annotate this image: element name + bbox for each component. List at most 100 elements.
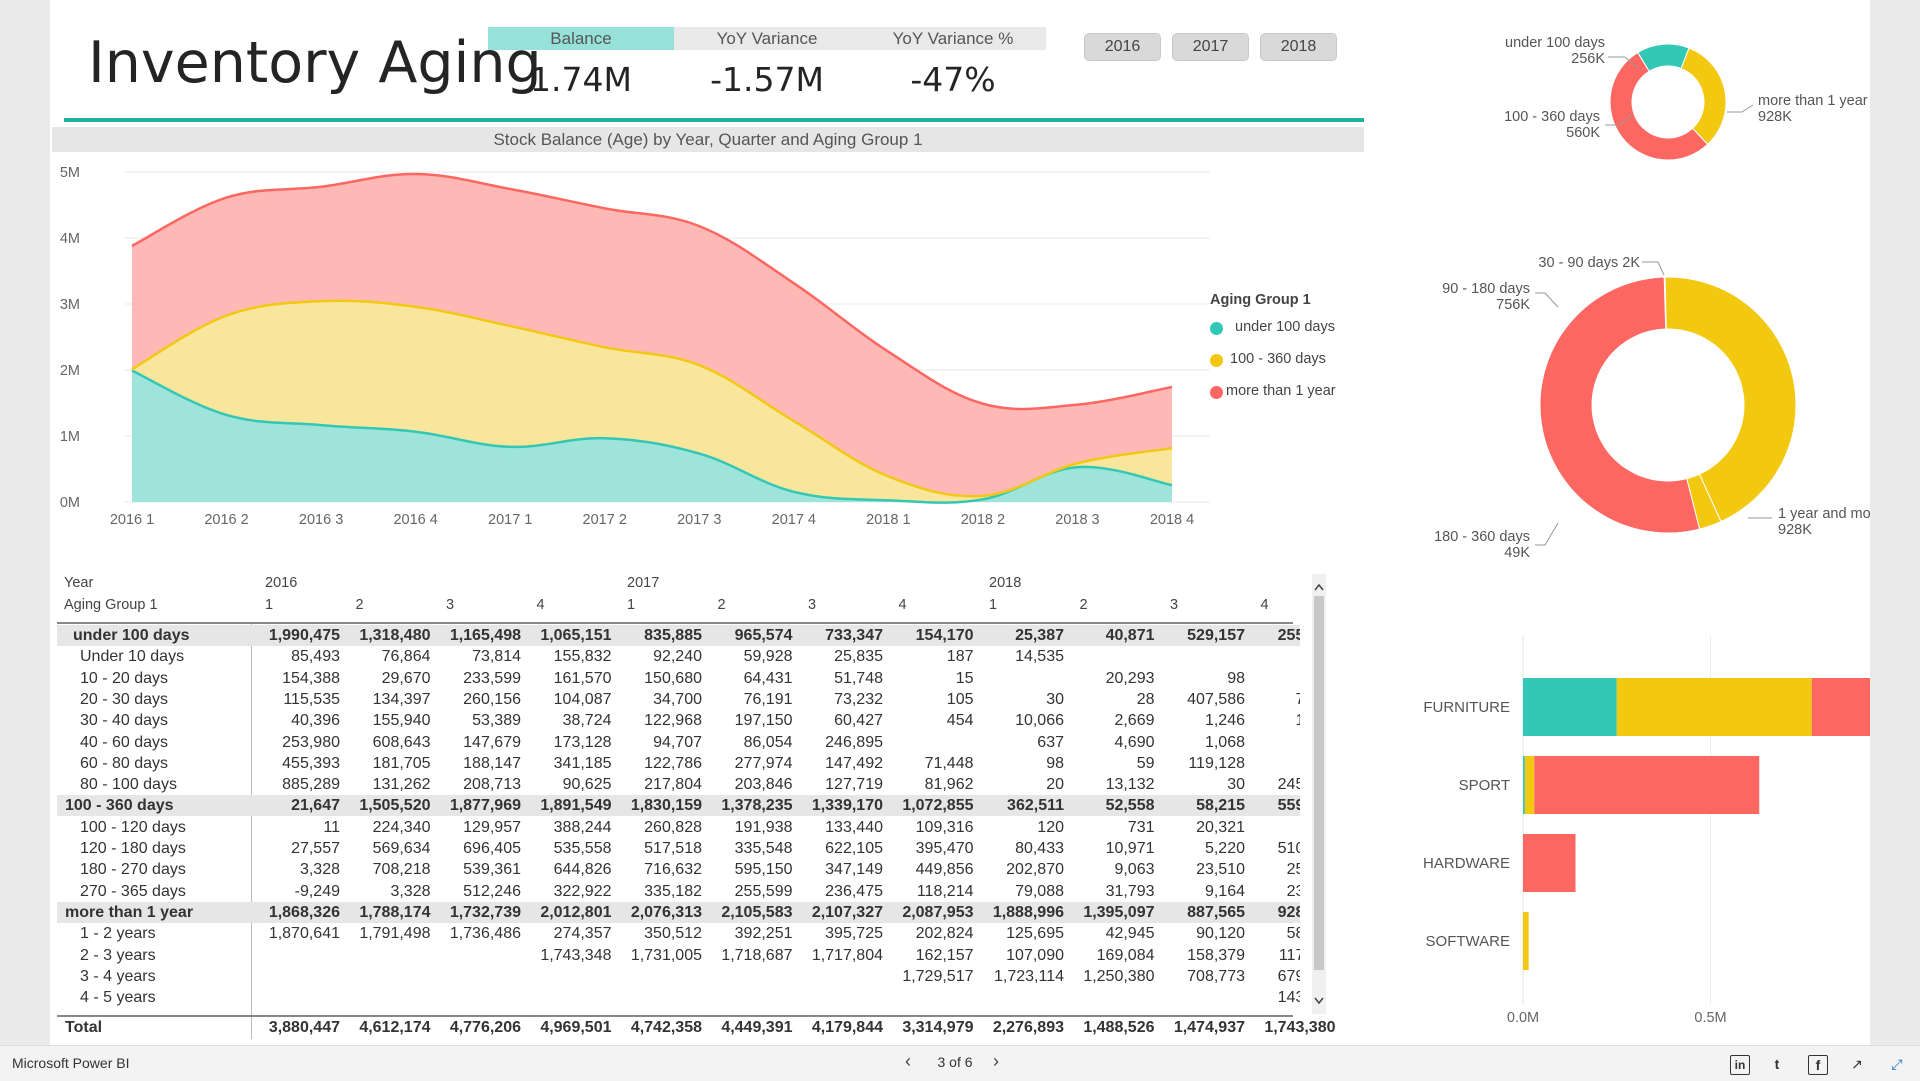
matrix-total-cell: 3,880,447 [268,1019,340,1036]
next-page-button[interactable]: › [993,1051,999,1071]
legend-item-100-360-days[interactable]: 100 - 360 days [1210,350,1380,372]
matrix-cell: 115,535 [283,690,340,708]
matrix-cell: 10,971 [1105,840,1155,857]
slice-label: 180 - 360 days [1434,529,1530,545]
category-bar-chart[interactable]: 0.0M0.5M1.0MFURNITURESPORTHARDWARESOFTWA… [1390,635,1870,1035]
total-label: Total [65,1019,103,1036]
matrix-cell: 335,182 [644,882,702,900]
matrix-cell: 90,625 [562,776,612,794]
matrix-cell: 362,511 [1007,797,1064,815]
matrix-cell: 58,598 [1286,925,1300,943]
matrix-detail-row[interactable]: 120 - 180 days 27,557 569,634 696,405 535,55… [57,838,1300,859]
kpi-balance-label: Balance [488,27,674,50]
page-title: Inventory Aging [88,30,542,96]
matrix-detail-row[interactable]: 10 - 20 days 154,388 29,670 233,599 161,570 1… [57,668,1300,689]
year-button-2017[interactable]: 2017 [1172,33,1249,61]
matrix-scrollbar[interactable] [1312,574,1326,1014]
legend-item-more-than-1-year[interactable]: more than 1 year [1210,382,1380,404]
matrix-detail-row[interactable]: 1 - 2 years 1,870,641 1,791,498 1,736,486 27… [57,923,1300,944]
matrix-detail-row[interactable]: 180 - 270 days 3,328 708,218 539,361 644,826… [57,859,1300,880]
scrollbar-thumb[interactable] [1314,596,1324,970]
x-tick-label: 2016 3 [299,512,343,528]
matrix-body[interactable]: under 100 days 1,990,475 1,318,480 1,165,49… [57,625,1300,1015]
matrix-cell: 965,574 [734,627,793,644]
y-tick-label: 5M [60,165,80,181]
matrix-cell: 25,387 [1015,627,1064,644]
matrix-cell: 1,830,159 [630,797,702,815]
facebook-icon[interactable]: f [1808,1055,1828,1075]
year-button-2018[interactable]: 2018 [1260,33,1337,61]
donut-slice [1664,276,1797,523]
twitter-icon[interactable]: t [1774,1056,1780,1072]
scroll-down-icon[interactable] [1314,997,1324,1005]
matrix-header-year: Year [64,575,94,591]
y-tick-label: 3M [60,297,80,313]
matrix-cell: 708,218 [372,861,431,879]
matrix-cell: 202,824 [915,925,974,943]
matrix-cell: 1,729,517 [902,967,974,985]
matrix-cell: 154,170 [915,627,974,644]
year-button-2016[interactable]: 2016 [1084,33,1161,61]
matrix-detail-row[interactable]: 100 - 120 days 11 224,340 129,957 388,244 260… [57,817,1300,838]
share-icon[interactable]: ↗ [1851,1056,1863,1072]
matrix-group-row[interactable]: 100 - 360 days 21,647 1,505,520 1,877,969 1,… [57,795,1300,817]
fullscreen-icon[interactable]: ⤢ [1891,1056,1903,1072]
matrix-cell: 1,207 [1295,712,1300,730]
legend-marker [1210,322,1223,335]
matrix-cell: 1,395,097 [1083,903,1155,921]
matrix-group-row[interactable]: more than 1 year 1,868,326 1,788,174 1,732,… [57,901,1300,923]
matrix-detail-row[interactable]: 80 - 100 days 885,289 131,262 208,713 90,625… [57,774,1300,795]
matrix-cell: 92,240 [653,648,702,666]
matrix-cell: 11 [323,818,340,836]
matrix-group-row[interactable]: under 100 days 1,990,475 1,318,480 1,165,49… [57,625,1300,646]
matrix-detail-row[interactable]: 60 - 80 days 455,393 181,705 188,147 341,185… [57,753,1300,774]
donut-slice [1539,276,1701,534]
matrix-year-2016: 2016 [265,575,298,591]
matrix-cell: 155,832 [553,648,612,666]
slice-label: under 100 days [1505,35,1605,51]
matrix-total-cell: 3,314,979 [902,1019,974,1036]
matrix-detail-row[interactable]: 20 - 30 days 115,535 134,397 260,156 104,087… [57,689,1300,710]
matrix-cell: 86,054 [743,733,793,751]
matrix-cell: 64,431 [743,669,793,687]
legend-label: 100 - 360 days [1230,351,1326,367]
matrix-cell: 535,558 [553,840,612,857]
matrix-cell: 885,289 [282,776,340,794]
matrix-cell: 559,649 [1277,797,1300,815]
matrix-detail-row[interactable]: 4 - 5 years 143,016 [57,987,1300,1008]
matrix-total-cell: 1,488,526 [1083,1019,1155,1036]
row-label: more than 1 year [65,903,194,921]
matrix-cell: 34,700 [653,690,702,708]
matrix-header-divider [57,622,1293,624]
matrix-quarter-header: 1 [627,597,636,613]
row-label: 30 - 40 days [80,712,169,730]
matrix-cell: 60,427 [834,712,883,730]
matrix-detail-row[interactable]: 2 - 3 years 1,743,348 1,731,005 1,718,687 1,… [57,945,1300,966]
row-label: 180 - 270 days [80,861,186,879]
scroll-up-icon[interactable] [1314,583,1324,591]
matrix-detail-row[interactable]: Under 10 days 85,493 76,864 73,814 155,832 92… [57,646,1300,667]
matrix-cell: 127,719 [825,776,883,794]
matrix-cell: 1,250,380 [1083,967,1155,985]
matrix-detail-row[interactable]: 270 - 365 days -9,249 3,328 512,246 322,922 3… [57,881,1300,902]
matrix-cell: 2,087,953 [902,903,974,921]
row-label: 1 - 2 years [80,925,156,943]
matrix-cell: 104,087 [553,690,612,708]
matrix-detail-row[interactable]: 40 - 60 days 253,980 608,643 147,679 173,128… [57,732,1300,753]
linkedin-icon[interactable]: in [1730,1055,1750,1075]
matrix-detail-row[interactable]: 30 - 40 days 40,396 155,940 53,389 38,724 122… [57,710,1300,731]
previous-page-button[interactable]: ‹ [905,1051,911,1071]
matrix-quarter-header: 3 [1170,597,1179,613]
matrix-cell: 529,157 [1187,627,1245,644]
legend-item-under-100-days[interactable]: under 100 days [1210,318,1380,340]
matrix-cell: 143,016 [1277,989,1300,1007]
stock-balance-area-chart[interactable]: 0M 1M 2M 3M 4M 5M 2016 1 2016 2 2016 3 2016 4 2017… [50,155,1370,535]
matrix-cell: 107,090 [1006,946,1064,964]
matrix-cell: 42,945 [1105,925,1155,943]
series-more-than-1-year-line [131,172,1173,411]
matrix-detail-row[interactable]: 3 - 4 years 1,729,517 1,723,114 1,250,380 70… [57,966,1300,987]
matrix-quarter-header: 4 [898,597,907,613]
matrix-quarter-header: 1 [265,597,274,613]
